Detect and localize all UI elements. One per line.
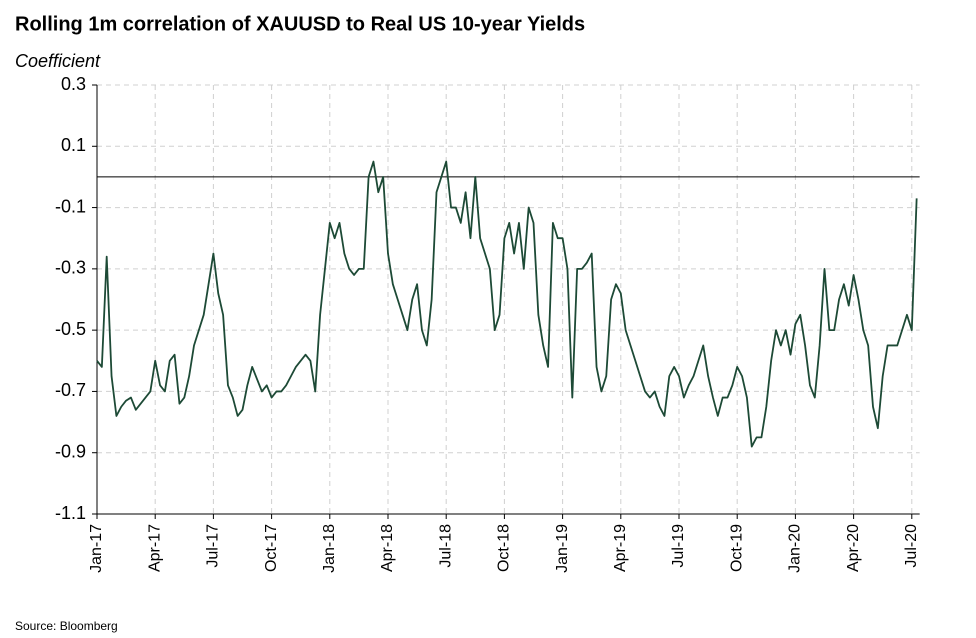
y-tick-label: -0.5 xyxy=(55,319,86,339)
y-axis-label: Coefficient xyxy=(15,51,101,71)
x-tick-label: Apr-18 xyxy=(379,524,396,572)
x-tick-label: Jan-19 xyxy=(554,524,571,573)
x-tick-label: Jan-17 xyxy=(88,524,105,573)
source: Source: Bloomberg xyxy=(15,619,118,633)
x-tick-label: Jul-18 xyxy=(437,524,454,568)
x-tick-label: Jan-20 xyxy=(787,524,804,573)
y-tick-label: -0.9 xyxy=(55,441,86,461)
y-tick-label: -1.1 xyxy=(55,503,86,523)
y-tick-label: -0.1 xyxy=(55,196,86,216)
x-tick-label: Apr-20 xyxy=(845,524,862,572)
x-tick-label: Jul-19 xyxy=(670,524,687,568)
y-tick-label: 0.1 xyxy=(61,135,86,155)
x-tick-label: Apr-17 xyxy=(146,524,163,572)
y-tick-label: -0.7 xyxy=(55,380,86,400)
chart-title: Rolling 1m correlation of XAUUSD to Real… xyxy=(15,13,585,35)
x-tick-label: Apr-19 xyxy=(612,524,629,572)
x-tick-label: Oct-19 xyxy=(728,524,745,572)
x-tick-label: Oct-18 xyxy=(496,524,513,572)
x-tick-label: Jan-18 xyxy=(321,524,338,573)
series-line xyxy=(96,160,918,448)
y-tick-label: -0.3 xyxy=(55,258,86,278)
x-tick-label: Jul-17 xyxy=(205,524,222,568)
y-tick-label: 0.3 xyxy=(61,74,86,94)
x-tick-label: Jul-20 xyxy=(903,524,920,568)
x-tick-label: Oct-17 xyxy=(263,524,280,572)
